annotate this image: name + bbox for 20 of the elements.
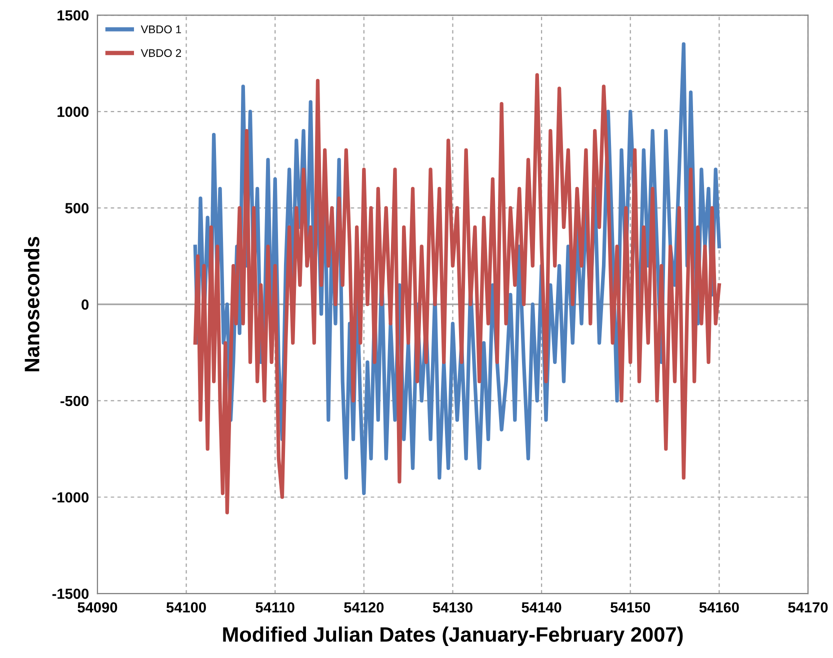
legend-label: VBDO 2	[140, 49, 181, 57]
y-tick-label: 1000	[58, 106, 89, 117]
x-tick-label: 54170	[788, 602, 828, 613]
y-tick-label: -1000	[52, 492, 89, 503]
x-tick-label: 54110	[256, 602, 294, 613]
x-tick-label: 54130	[432, 602, 472, 613]
x-tick-label: 54090	[78, 602, 118, 613]
x-axis-title: Modified Julian Dates (January-February 2007)	[223, 626, 683, 646]
x-tick-label: 54160	[699, 602, 739, 613]
y-tick-label: 0	[82, 299, 89, 310]
x-tick-label: 54100	[166, 602, 206, 613]
y-tick-label: -1500	[52, 588, 89, 599]
x-tick-label: 54140	[522, 602, 562, 613]
x-tick-label: 54120	[344, 602, 384, 613]
y-tick-label: 500	[65, 203, 89, 214]
x-tick-label: 54150	[610, 602, 650, 613]
y-tick-label: 1500	[58, 10, 89, 21]
y-axis-title: Nanoseconds	[24, 236, 40, 372]
legend-label: VBDO 1	[140, 25, 182, 34]
y-tick-label: -500	[60, 396, 89, 406]
